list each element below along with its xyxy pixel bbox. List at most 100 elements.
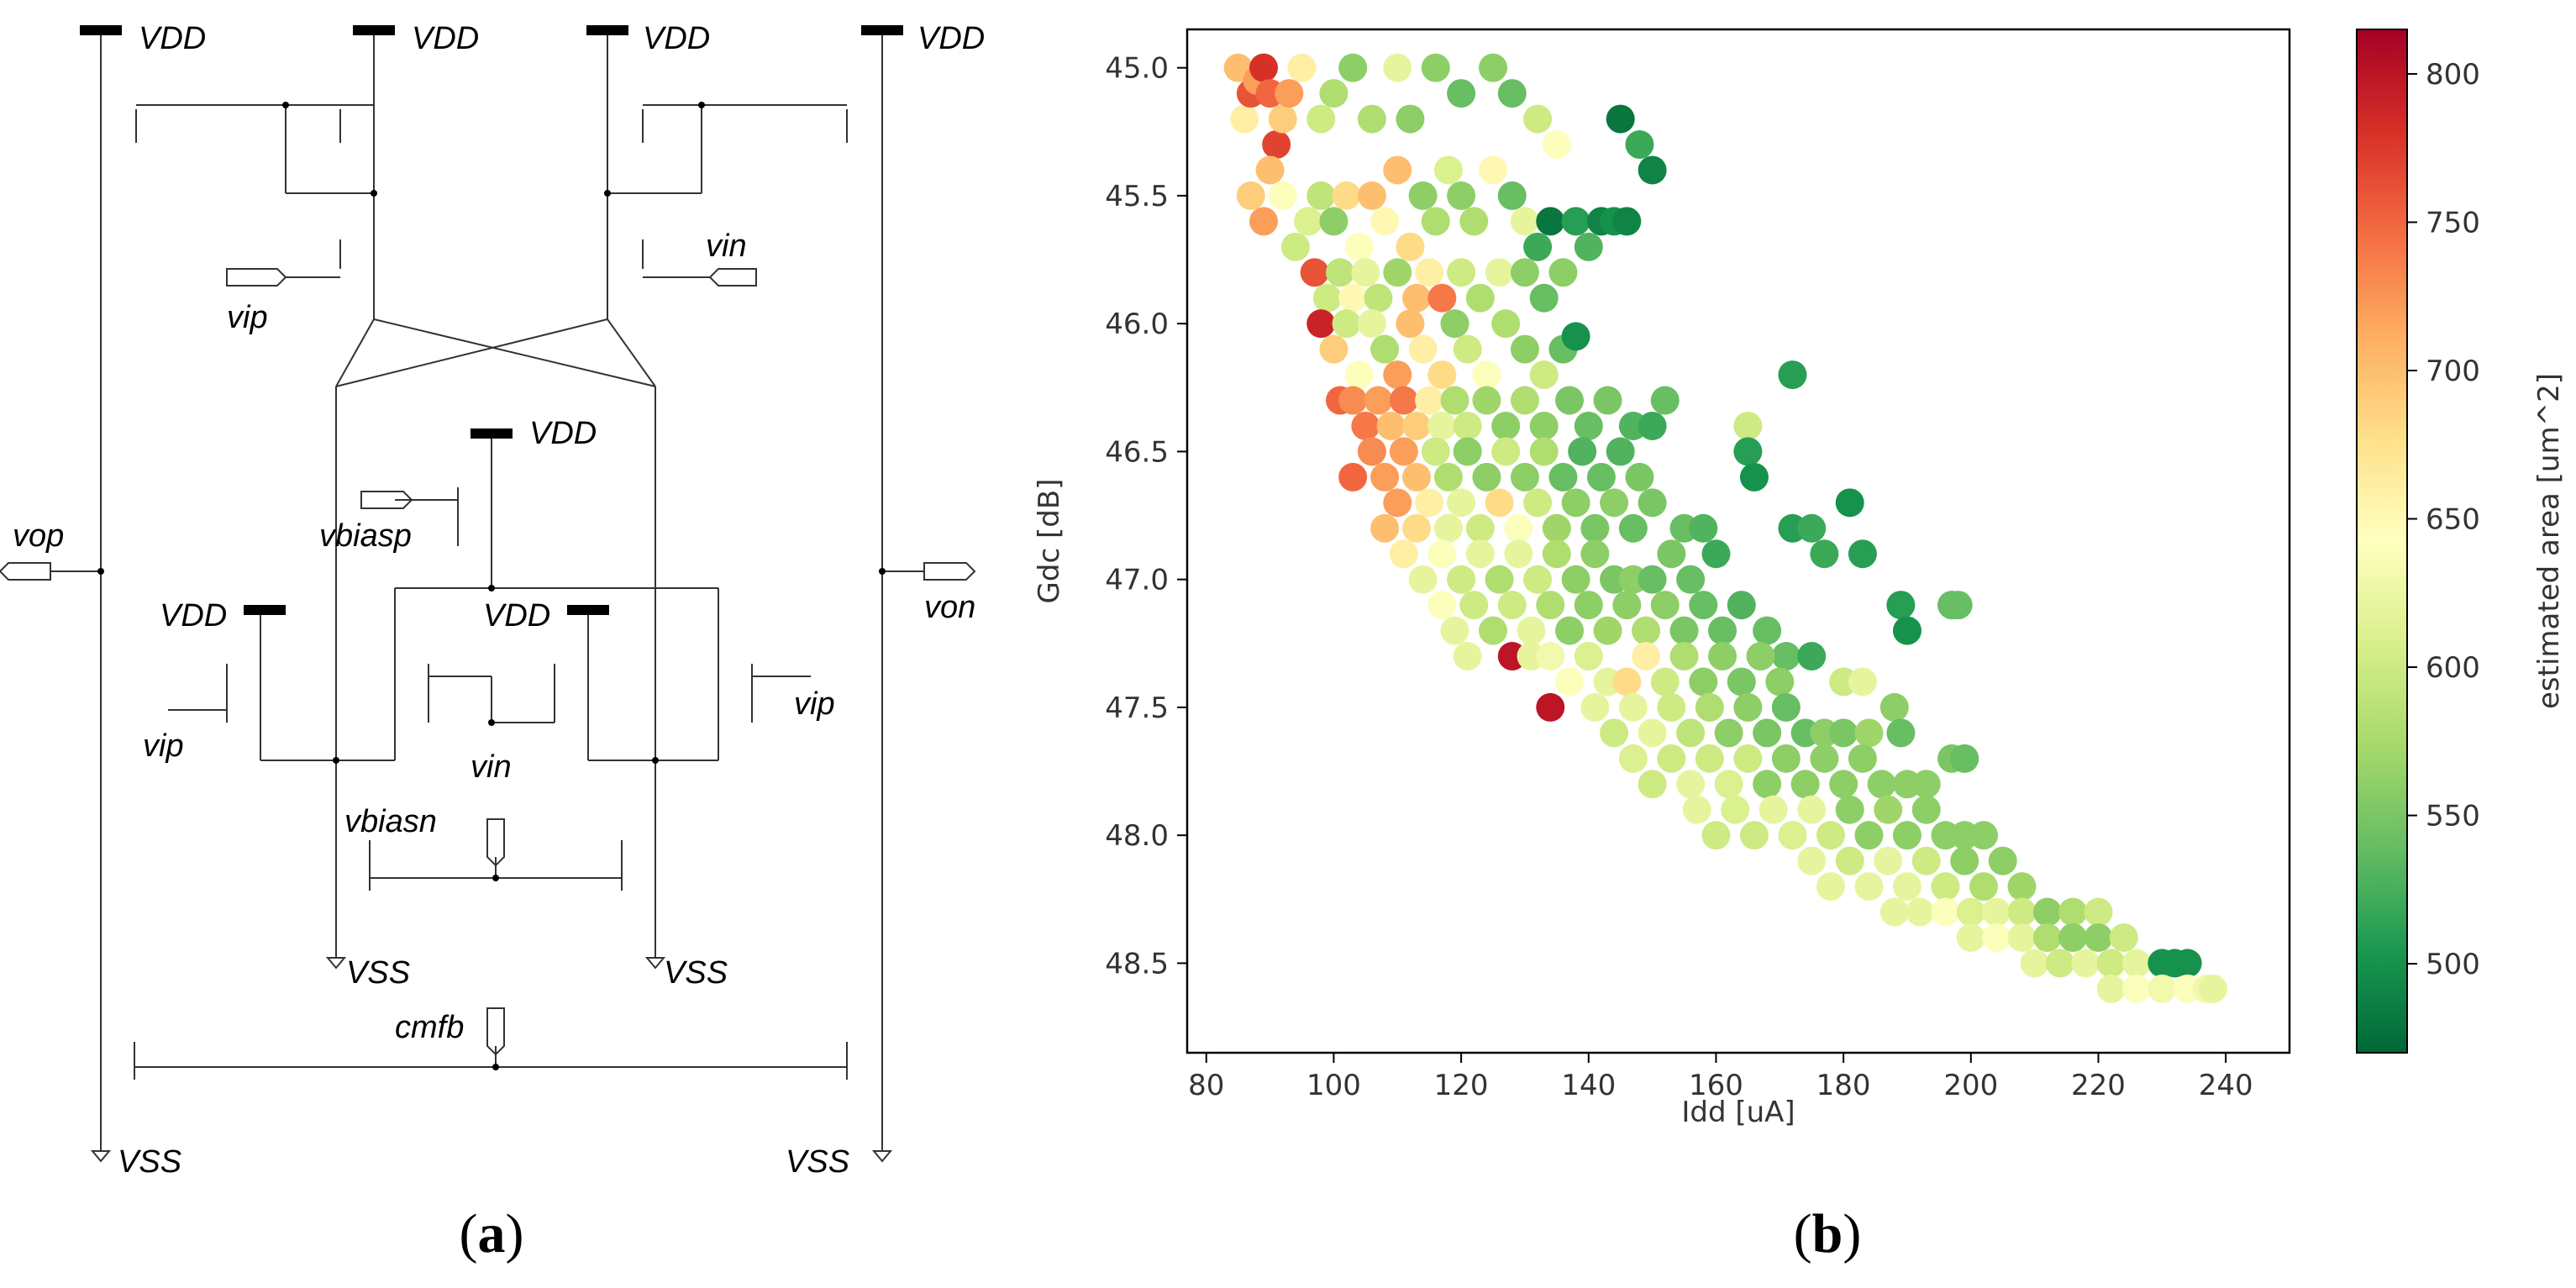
data-point — [1555, 616, 1585, 645]
data-point — [1440, 309, 1469, 339]
data-point — [1810, 744, 1839, 773]
y-tick-label: 45.5 — [1105, 180, 1169, 213]
data-point — [1523, 232, 1553, 261]
vss-label: VSS — [786, 1144, 849, 1180]
data-point — [1453, 411, 1482, 440]
data-point — [1771, 744, 1801, 773]
vbiasn-label: vbiasn — [344, 804, 437, 839]
data-point — [1491, 411, 1521, 440]
data-point — [1625, 462, 1654, 492]
data-point — [1854, 718, 1884, 748]
data-point — [1950, 846, 1979, 875]
y-tick-label: 46.5 — [1105, 435, 1169, 469]
data-point — [1561, 322, 1590, 351]
data-point — [1306, 181, 1336, 210]
data-point — [1759, 795, 1788, 824]
data-point — [1523, 104, 1553, 134]
y-tick-label: 48.5 — [1105, 947, 1169, 980]
data-point — [1790, 770, 1820, 799]
data-point — [1465, 513, 1495, 543]
data-point — [1701, 539, 1731, 569]
data-point — [1574, 591, 1603, 620]
data-point — [2032, 897, 2062, 927]
data-point — [1402, 513, 1432, 543]
x-tick-label: 80 — [1188, 1069, 1224, 1102]
data-point — [1510, 334, 1539, 364]
data-point — [1771, 692, 1801, 722]
data-point — [1956, 923, 1985, 952]
data-point — [1447, 79, 1476, 108]
vdd-label: VDD — [643, 21, 710, 56]
data-point — [1586, 462, 1616, 492]
data-point — [1427, 360, 1457, 390]
data-point — [1326, 258, 1355, 287]
data-point — [1351, 258, 1380, 287]
data-point — [1510, 258, 1539, 287]
data-point — [2096, 974, 2126, 1003]
data-point — [1854, 872, 1884, 902]
data-point — [2121, 949, 2151, 978]
data-point — [1389, 437, 1418, 466]
data-point — [1491, 309, 1521, 339]
y-tick-label: 48.0 — [1105, 819, 1169, 853]
data-point — [1338, 283, 1368, 313]
data-point — [1555, 667, 1585, 697]
data-point — [1753, 770, 1782, 799]
data-point — [1447, 258, 1476, 287]
data-point — [1797, 795, 1827, 824]
data-point — [1230, 104, 1259, 134]
data-point — [1682, 795, 1711, 824]
data-point — [1906, 897, 1935, 927]
data-point — [1396, 232, 1425, 261]
y-tick-label: 47.5 — [1105, 691, 1169, 725]
data-point — [2198, 974, 2227, 1003]
data-point — [1421, 207, 1450, 236]
data-point — [1319, 207, 1348, 236]
y-tick-label: 45.0 — [1105, 52, 1169, 86]
data-point — [1727, 591, 1756, 620]
data-point — [1383, 155, 1412, 185]
colorbar-tick-label: 700 — [2426, 355, 2480, 388]
data-point — [1402, 411, 1432, 440]
data-point — [1600, 488, 1629, 518]
data-point — [1351, 411, 1380, 440]
data-point — [1402, 462, 1432, 492]
data-point — [1879, 897, 1909, 927]
data-point — [1892, 616, 1921, 645]
data-point — [1370, 513, 1400, 543]
y-axis-label: Gdc [dB] — [1033, 479, 1066, 604]
data-point — [1657, 692, 1686, 722]
vss-label: VSS — [664, 955, 728, 991]
data-point — [1402, 283, 1432, 313]
data-point — [1433, 462, 1463, 492]
data-point — [1433, 155, 1463, 185]
data-point — [1433, 513, 1463, 543]
data-point — [1886, 718, 1916, 748]
data-point — [1383, 258, 1412, 287]
data-point — [1561, 488, 1590, 518]
data-point — [1969, 872, 1998, 902]
data-point — [1389, 386, 1418, 415]
data-point — [1943, 591, 1973, 620]
data-point — [1650, 667, 1680, 697]
data-point — [1580, 513, 1610, 543]
data-point — [1911, 846, 1941, 875]
vop-label: vop — [13, 518, 64, 554]
data-point — [1657, 539, 1686, 569]
data-point — [1669, 616, 1699, 645]
data-point — [2084, 897, 2113, 927]
data-point — [1357, 181, 1386, 210]
data-point — [1931, 897, 1960, 927]
vdd-label: VDD — [412, 21, 479, 56]
data-point — [1657, 744, 1686, 773]
data-point — [2058, 897, 2088, 927]
data-point — [1892, 821, 1921, 850]
data-point — [1574, 411, 1603, 440]
data-point — [1300, 258, 1329, 287]
data-point — [1472, 462, 1501, 492]
data-point — [1669, 642, 1699, 671]
data-point — [1364, 386, 1393, 415]
data-point — [2007, 872, 2037, 902]
vin-label: vin — [706, 229, 747, 264]
data-point — [1733, 437, 1763, 466]
